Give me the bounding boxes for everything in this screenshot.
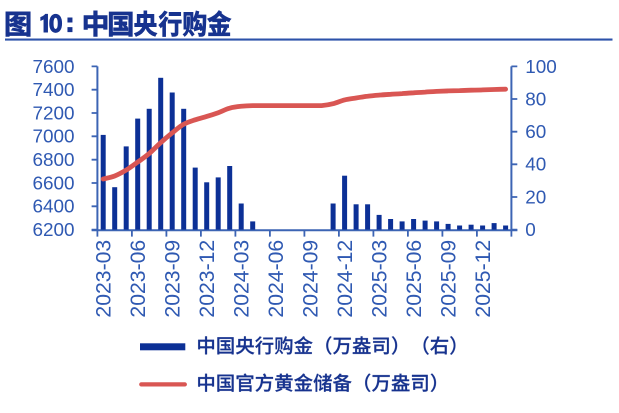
svg-text:7000: 7000 [32,127,74,148]
svg-text:2024-06: 2024-06 [265,240,288,318]
svg-text:60: 60 [525,122,546,143]
svg-text:2023-06: 2023-06 [127,240,150,318]
svg-text:2025-09: 2025-09 [437,240,460,318]
svg-text:6600: 6600 [32,173,74,194]
svg-text:7400: 7400 [32,80,74,101]
svg-text:6800: 6800 [32,150,74,171]
svg-text:2025-12: 2025-12 [472,240,495,318]
svg-text:2023-12: 2023-12 [196,240,219,318]
svg-text:100: 100 [525,57,557,78]
svg-text:2024-03: 2024-03 [231,240,254,318]
svg-text:2024-12: 2024-12 [334,240,357,318]
svg-text:2025-03: 2025-03 [368,240,391,318]
svg-text:0: 0 [525,220,536,241]
svg-text:2024-09: 2024-09 [299,240,322,318]
svg-text:2023-09: 2023-09 [162,240,185,318]
svg-text:20: 20 [525,187,546,208]
svg-text:6400: 6400 [32,197,74,218]
svg-text:6200: 6200 [32,220,74,241]
svg-text:2025-06: 2025-06 [403,240,426,318]
svg-text:7600: 7600 [32,57,74,78]
svg-text:40: 40 [525,155,546,176]
svg-text:7200: 7200 [32,103,74,124]
svg-text:2023-03: 2023-03 [93,240,116,318]
svg-text:80: 80 [525,89,546,110]
